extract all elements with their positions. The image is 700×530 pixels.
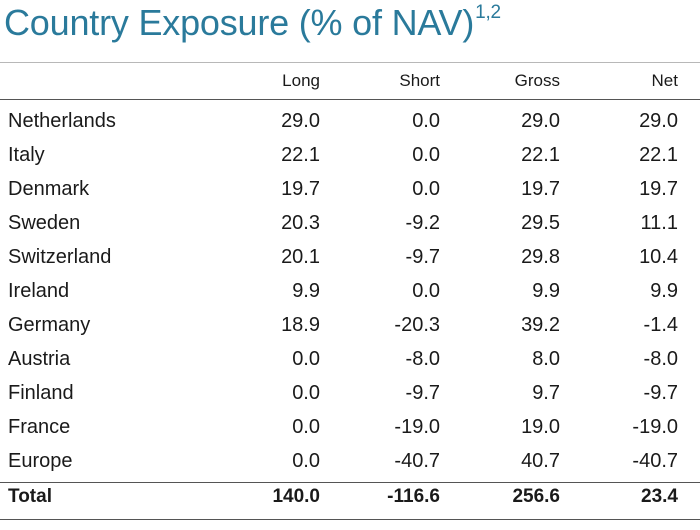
cell-long: 0.0 bbox=[292, 382, 320, 404]
cell-long: 20.3 bbox=[281, 212, 320, 234]
cell-short: -8.0 bbox=[405, 348, 440, 370]
cell-short: -19.0 bbox=[394, 416, 440, 438]
cell-short: 0.0 bbox=[412, 144, 440, 166]
table-row: Europe 0.0 -40.7 40.7 -40.7 bbox=[0, 450, 700, 484]
cell-gross: 29.8 bbox=[521, 246, 560, 268]
cell-long: 9.9 bbox=[292, 280, 320, 302]
cell-net: 29.0 bbox=[639, 110, 678, 132]
cell-short: 0.0 bbox=[412, 280, 440, 302]
title-footnote-marker: 1,2 bbox=[475, 2, 501, 23]
row-country-label: Italy bbox=[8, 144, 45, 166]
row-country-label: Ireland bbox=[8, 280, 70, 302]
table-bottom-rule bbox=[0, 519, 700, 520]
cell-long: 18.9 bbox=[281, 314, 320, 336]
cell-short: -9.7 bbox=[405, 246, 440, 268]
total-long: 140.0 bbox=[272, 486, 320, 507]
cell-long: 29.0 bbox=[281, 110, 320, 132]
cell-long: 20.1 bbox=[281, 246, 320, 268]
row-country-label: Netherlands bbox=[8, 110, 116, 132]
cell-short: -20.3 bbox=[394, 314, 440, 336]
column-header-net: Net bbox=[651, 71, 678, 90]
row-country-label: France bbox=[8, 416, 71, 438]
table-row: Ireland 9.9 0.0 9.9 9.9 bbox=[0, 280, 700, 314]
row-country-label: Switzerland bbox=[8, 246, 112, 268]
table-row: Netherlands 29.0 0.0 29.0 29.0 bbox=[0, 110, 700, 144]
cell-net: -40.7 bbox=[632, 450, 678, 472]
cell-gross: 19.0 bbox=[521, 416, 560, 438]
row-country-label: Finland bbox=[8, 382, 74, 404]
cell-net: -19.0 bbox=[632, 416, 678, 438]
cell-net: -9.7 bbox=[643, 382, 678, 404]
total-short: -116.6 bbox=[387, 486, 440, 507]
cell-gross: 29.0 bbox=[521, 110, 560, 132]
cell-short: 0.0 bbox=[412, 178, 440, 200]
row-country-label: Europe bbox=[8, 450, 73, 472]
cell-net: -8.0 bbox=[643, 348, 678, 370]
cell-gross: 40.7 bbox=[521, 450, 560, 472]
cell-net: 9.9 bbox=[650, 280, 678, 302]
total-top-rule bbox=[0, 482, 700, 483]
column-header-short: Short bbox=[399, 71, 440, 90]
total-net: 23.4 bbox=[641, 486, 678, 507]
cell-gross: 39.2 bbox=[521, 314, 560, 336]
row-country-label: Germany bbox=[8, 314, 91, 336]
row-country-label: Sweden bbox=[8, 212, 81, 234]
cell-gross: 8.0 bbox=[532, 348, 560, 370]
header-bottom-rule bbox=[0, 99, 700, 100]
cell-long: 19.7 bbox=[281, 178, 320, 200]
table-row: Sweden 20.3 -9.2 29.5 11.1 bbox=[0, 212, 700, 246]
cell-net: -1.4 bbox=[643, 314, 678, 336]
table-row: Denmark 19.7 0.0 19.7 19.7 bbox=[0, 178, 700, 212]
cell-long: 0.0 bbox=[292, 416, 320, 438]
column-header-long: Long bbox=[282, 71, 320, 90]
cell-net: 19.7 bbox=[639, 178, 678, 200]
cell-gross: 19.7 bbox=[521, 178, 560, 200]
table-row: Switzerland 20.1 -9.7 29.8 10.4 bbox=[0, 246, 700, 280]
table-row: France 0.0 -19.0 19.0 -19.0 bbox=[0, 416, 700, 450]
cell-gross: 29.5 bbox=[521, 212, 560, 234]
cell-gross: 22.1 bbox=[521, 144, 560, 166]
row-country-label: Austria bbox=[8, 348, 71, 370]
row-country-label: Denmark bbox=[8, 178, 90, 200]
cell-long: 0.0 bbox=[292, 450, 320, 472]
cell-short: -40.7 bbox=[394, 450, 440, 472]
total-label: Total bbox=[8, 486, 52, 507]
column-header-gross: Gross bbox=[514, 71, 560, 90]
table-row: Finland 0.0 -9.7 9.7 -9.7 bbox=[0, 382, 700, 416]
cell-gross: 9.7 bbox=[532, 382, 560, 404]
table-title: Country Exposure (% of NAV)1,2 bbox=[4, 2, 501, 44]
table-row: Germany 18.9 -20.3 39.2 -1.4 bbox=[0, 314, 700, 348]
cell-gross: 9.9 bbox=[532, 280, 560, 302]
header-top-rule bbox=[0, 62, 700, 63]
cell-net: 11.1 bbox=[640, 212, 678, 234]
total-gross: 256.6 bbox=[512, 486, 560, 507]
cell-long: 22.1 bbox=[281, 144, 320, 166]
cell-long: 0.0 bbox=[292, 348, 320, 370]
cell-short: 0.0 bbox=[412, 110, 440, 132]
table-row: Italy 22.1 0.0 22.1 22.1 bbox=[0, 144, 700, 178]
cell-short: -9.2 bbox=[405, 212, 440, 234]
total-row: Total 140.0 -116.6 256.6 23.4 bbox=[0, 486, 700, 520]
cell-short: -9.7 bbox=[405, 382, 440, 404]
cell-net: 22.1 bbox=[639, 144, 678, 166]
table-row: Austria 0.0 -8.0 8.0 -8.0 bbox=[0, 348, 700, 382]
title-text: Country Exposure (% of NAV) bbox=[4, 2, 475, 43]
cell-net: 10.4 bbox=[639, 246, 678, 268]
